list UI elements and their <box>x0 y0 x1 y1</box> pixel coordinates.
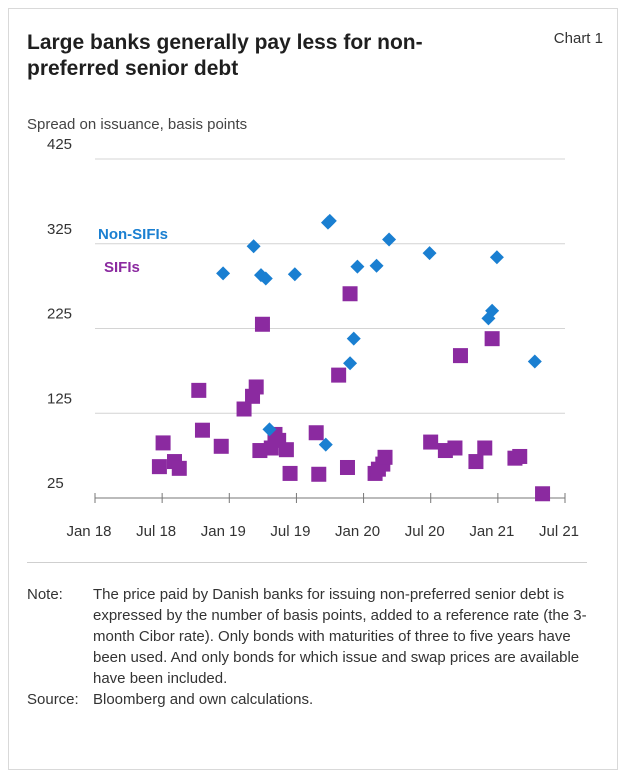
non-sifi-point <box>343 356 358 371</box>
note-row: Note: The price paid by Danish banks for… <box>27 584 592 689</box>
note-text: The price paid by Danish banks for issui… <box>93 586 587 687</box>
sifi-point <box>191 382 207 398</box>
non-sifi-point <box>527 354 542 369</box>
y-tick-label: 225 <box>47 306 72 323</box>
non-sifi-point <box>322 213 337 228</box>
sifi-point <box>278 442 294 458</box>
non-sifi-point <box>369 258 384 273</box>
sifi-point <box>194 422 210 438</box>
non-sifi-point <box>287 267 302 282</box>
non-sifi-point <box>350 259 365 274</box>
sifi-point <box>171 460 187 476</box>
sifi-point <box>452 348 468 364</box>
non-sifi-point <box>216 266 231 281</box>
source-text: Bloomberg and own calculations. <box>93 691 314 708</box>
legend-non-sifis: Non-SIFIs <box>98 226 168 243</box>
non-sifi-point <box>246 239 261 254</box>
source-label: Source: <box>27 691 79 708</box>
sifi-point <box>155 435 171 451</box>
source-row: Source: Bloomberg and own calculations. <box>27 689 592 710</box>
sifi-point <box>447 440 463 456</box>
sifi-point <box>282 465 298 481</box>
notes-block: Note: The price paid by Danish banks for… <box>27 584 592 710</box>
non-sifi-point <box>382 232 397 247</box>
non-sifi-point <box>489 250 504 265</box>
sifi-point <box>377 449 393 465</box>
y-tick-label: 125 <box>47 390 72 407</box>
sifi-point <box>252 443 268 459</box>
non-sifi-point <box>346 331 361 346</box>
sifi-point <box>311 466 327 482</box>
sifi-point <box>342 286 358 302</box>
y-tick-label: 325 <box>47 221 72 238</box>
x-tick-label: Jul 21 <box>539 523 579 540</box>
legend-sifis: SIFIs <box>104 259 140 276</box>
y-axis-label: Spread on issuance, basis points <box>27 116 248 133</box>
x-tick-label: Jan 20 <box>335 523 380 540</box>
sifi-point <box>248 379 264 395</box>
sifi-point <box>236 401 252 417</box>
sifi-point <box>308 425 324 441</box>
note-label: Note: <box>27 586 63 603</box>
sifi-point <box>423 434 439 450</box>
sifi-point <box>484 331 500 347</box>
sifi-point <box>254 316 270 332</box>
chart-card <box>8 8 618 770</box>
y-tick-label: 25 <box>47 475 64 492</box>
chart-title: Large banks generally pay less for non-p… <box>27 31 423 80</box>
sifi-point <box>468 454 484 470</box>
non-sifi-point <box>258 271 273 286</box>
sifi-point <box>477 440 493 456</box>
sifi-point <box>535 486 551 502</box>
x-tick-label: Jul 19 <box>270 523 310 540</box>
non-sifi-point <box>485 303 500 318</box>
divider <box>27 562 587 563</box>
y-tick-label: 425 <box>47 136 72 153</box>
sifi-point <box>512 448 528 464</box>
sifi-point <box>151 459 167 475</box>
sifi-point <box>331 367 347 383</box>
x-tick-label: Jan 21 <box>469 523 514 540</box>
sifi-point <box>339 459 355 475</box>
non-sifi-point <box>262 422 277 437</box>
x-tick-label: Jan 18 <box>66 523 111 540</box>
sifi-point <box>213 438 229 454</box>
non-sifi-point <box>422 246 437 261</box>
chart-number-label: Chart 1 <box>553 30 603 47</box>
scatter-plot: 25 125 225 325 425 Jan 18 Jul 18 Jan 19 Jul 19 Ja… <box>47 136 579 540</box>
x-tick-label: Jul 18 <box>136 523 176 540</box>
non-sifi-point <box>318 437 333 452</box>
x-tick-label: Jan 19 <box>201 523 246 540</box>
x-tick-label: Jul 20 <box>405 523 445 540</box>
